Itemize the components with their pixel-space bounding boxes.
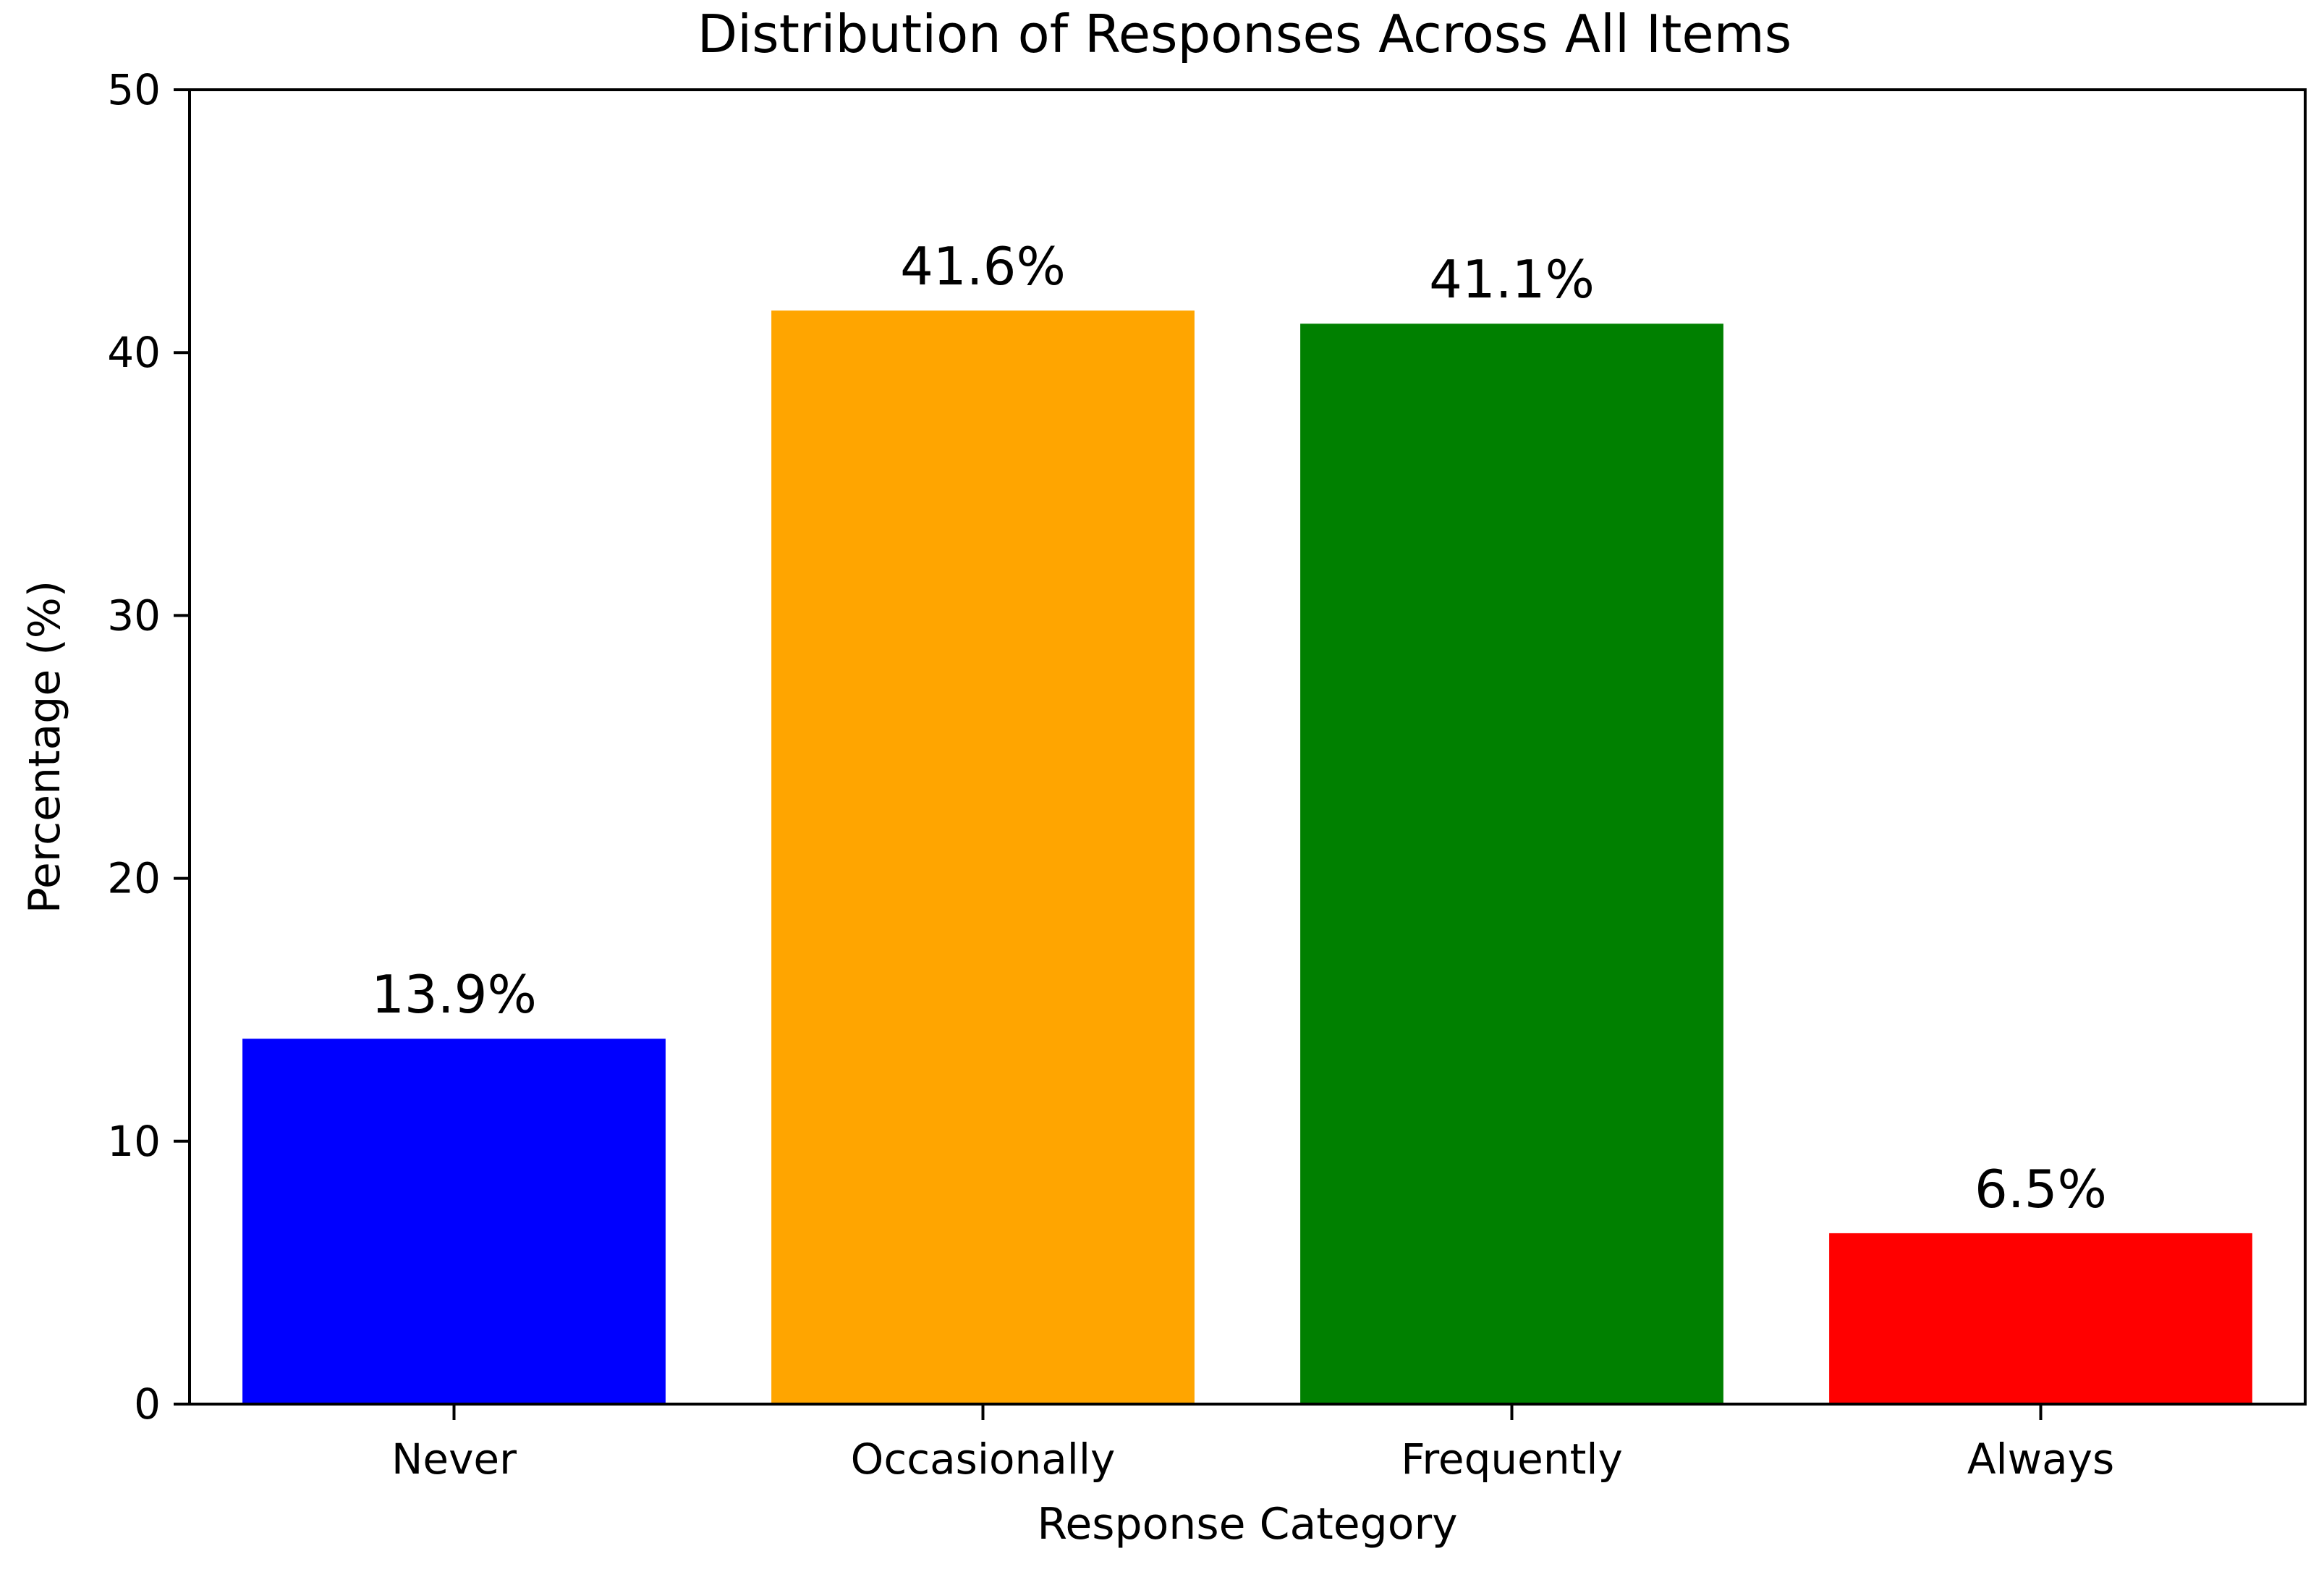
y-tick-label: 0 xyxy=(134,1379,161,1429)
y-tick-label: 10 xyxy=(107,1117,161,1166)
plot-frame xyxy=(188,88,2307,1406)
x-tick-label: Frequently xyxy=(1401,1434,1623,1484)
y-tick-label: 50 xyxy=(107,65,161,114)
y-axis-label: Percentage (%) xyxy=(20,580,70,913)
bar-occasionally xyxy=(771,310,1195,1404)
x-axis-ticks: Never Occasionally Frequently Always xyxy=(391,1404,2114,1484)
bars xyxy=(242,310,2252,1404)
y-tick-label: 40 xyxy=(107,328,161,377)
x-tick-label: Always xyxy=(1967,1434,2114,1484)
value-label-occasionally: 41.6% xyxy=(900,236,1066,297)
bar-frequently xyxy=(1300,324,1723,1404)
y-tick-label: 30 xyxy=(107,591,161,640)
y-axis-ticks: 0 10 20 30 40 50 xyxy=(107,65,190,1429)
value-label-frequently: 41.1% xyxy=(1429,249,1595,310)
bar-always xyxy=(1829,1233,2252,1404)
value-label-never: 13.9% xyxy=(371,964,537,1025)
x-tick-label: Occasionally xyxy=(851,1434,1116,1484)
y-tick-label: 20 xyxy=(107,854,161,903)
value-label-always: 6.5% xyxy=(1975,1159,2107,1220)
bar-never xyxy=(242,1039,666,1404)
value-labels: 13.9% 41.6% 41.1% 6.5% xyxy=(371,236,2107,1220)
x-axis-label: Response Category xyxy=(1037,1499,1457,1550)
x-tick-label: Never xyxy=(391,1434,517,1484)
chart-title: Distribution of Responses Across All Ite… xyxy=(697,4,1792,64)
